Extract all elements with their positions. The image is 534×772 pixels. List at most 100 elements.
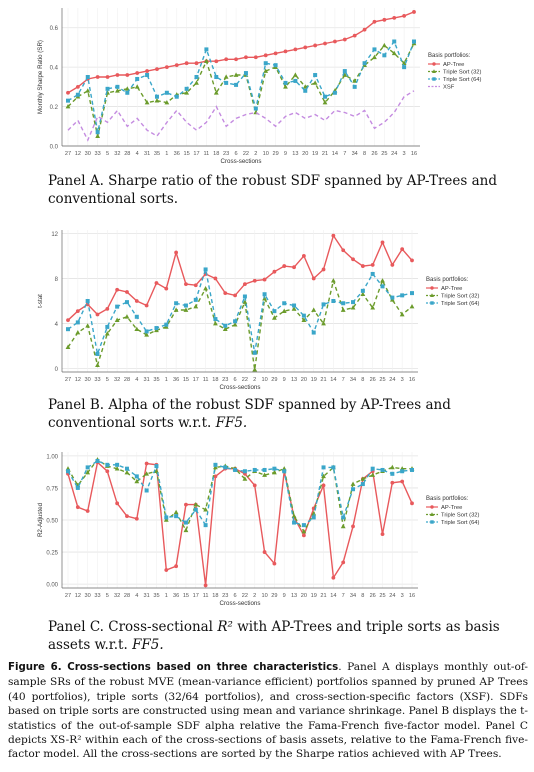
data-point-triple64 [233,467,238,472]
data-point-triple64 [105,86,110,91]
figure-text: . Panel A displays monthly out-of-sample… [8,661,528,761]
legend-marker-triple64 [430,301,434,305]
data-point-ap_trees [194,61,199,66]
caption-a-label: Panel A. [48,173,104,189]
data-point-triple32 [370,305,376,310]
caption-b-ital: FF5. [215,415,248,431]
data-point-ap_trees [331,575,336,580]
data-point-ap_trees [351,524,355,529]
x-tick-label: 26 [371,151,377,157]
data-point-ap_trees [321,483,326,488]
x-tick-label: 30 [85,151,91,157]
x-tick-label: 17 [193,593,199,599]
data-point-triple64 [183,303,188,308]
caption-c-r2: R² [217,619,233,635]
data-point-triple64 [321,302,326,307]
data-point-triple32 [312,80,318,85]
data-point-triple32 [340,307,346,312]
data-point-ap_trees [301,254,306,258]
x-tick-label: 7 [342,593,345,599]
data-point-triple32 [164,100,170,105]
data-point-triple64 [75,485,80,490]
data-point-triple32 [321,320,326,326]
data-point-triple64 [66,469,70,474]
data-point-ap_trees [323,41,327,46]
data-point-triple64 [124,466,129,471]
data-point-ap_trees [174,564,179,569]
data-point-triple64 [252,467,257,472]
x-tick-label: 3 [401,593,404,599]
x-tick-label: 34 [350,593,356,599]
legend-label-ap_trees: AP-Tree [443,62,464,68]
data-point-ap_trees [380,240,385,245]
data-point-triple32 [124,86,130,91]
data-point-triple64 [105,324,110,329]
caption-c-text-2: with AP-Trees and triple sorts as basis … [48,619,500,653]
legend-marker-triple32 [430,512,434,516]
x-tick-label: 26 [370,377,376,383]
x-tick-label: 32 [114,593,120,599]
data-point-triple64 [105,462,110,467]
data-point-triple64 [272,466,277,471]
data-point-triple32 [342,72,348,77]
x-tick-label: 20 [301,593,307,599]
data-point-triple32 [350,305,356,310]
data-point-triple32 [409,304,415,309]
data-point-triple32 [399,311,405,317]
data-point-ap_trees [154,281,159,285]
data-point-triple32 [330,278,336,283]
data-point-triple32 [65,103,71,109]
legend-marker-triple32 [432,69,436,73]
data-point-ap_trees [184,282,188,286]
data-point-triple64 [203,267,208,272]
data-point-triple32 [301,317,307,322]
chart-panel-a: 0.00.20.40.627 12 30 33 5 32 28 4 31 35 1 36 15 17 11 1… [37,8,482,165]
data-point-ap_trees [134,516,139,521]
legend-label-ap_trees: AP-Tree [441,286,462,292]
x-tick-label: 27 [65,151,71,157]
data-point-ap_trees [263,53,268,58]
data-point-triple32 [65,344,71,350]
data-point-ap_trees [272,561,277,566]
data-point-ap_trees [341,248,346,253]
data-point-ap_trees [311,276,316,281]
legend-title: Basis portfolios: [426,496,469,502]
data-point-triple64 [223,323,228,328]
data-point-ap_trees [382,17,387,22]
x-tick-label: 12 [75,593,81,599]
data-point-triple32 [114,317,120,322]
y-tick-label: 1.00 [46,454,58,460]
plot-area [62,8,420,146]
data-point-triple64 [144,329,149,334]
data-point-triple64 [253,106,258,111]
x-tick-label: 9 [283,593,286,599]
data-point-triple32 [350,481,356,486]
x-tick-label: 13 [291,377,297,383]
x-tick-label: 22 [242,377,248,383]
data-point-triple64 [164,322,169,327]
data-point-triple64 [360,482,365,487]
data-point-triple64 [400,469,405,474]
data-point-triple64 [303,88,308,93]
x-tick-label: 11 [203,377,209,383]
x-tick-label: 17 [193,377,199,383]
data-point-triple64 [164,90,169,95]
x-tick-label: 10 [261,377,267,383]
x-tick-label: 6 [234,151,237,157]
data-point-triple64 [370,271,375,276]
data-point-triple32 [124,469,130,475]
x-tick-label: 14 [332,151,338,157]
legend-marker-ap_trees [430,286,434,290]
data-point-triple32 [134,478,140,484]
x-tick-label: 32 [114,151,120,157]
data-point-triple32 [352,78,358,83]
data-point-triple32 [213,464,218,470]
data-point-triple64 [214,75,219,79]
x-tick-label: 35 [153,593,159,599]
data-point-triple32 [272,315,277,320]
data-point-ap_trees [145,69,149,73]
data-point-triple32 [283,84,288,89]
y-tick-label: 0.4 [50,66,59,72]
x-tick-label: 33 [95,151,101,157]
caption-b-label: Panel B. [48,397,105,413]
